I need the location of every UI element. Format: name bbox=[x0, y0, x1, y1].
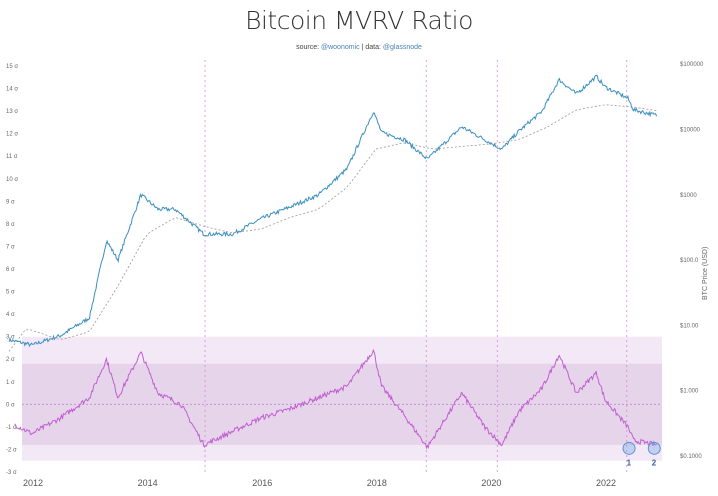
x-tick-label: 2014 bbox=[138, 478, 158, 488]
left-tick-label: 6 σ bbox=[6, 267, 15, 273]
left-tick-label: -2 σ bbox=[6, 447, 17, 453]
right-tick-label: $1000 bbox=[680, 193, 697, 199]
data-link[interactable]: @glassnode bbox=[382, 44, 422, 51]
left-tick-label: 13 σ bbox=[6, 109, 18, 115]
left-tick-label: 11 σ bbox=[6, 154, 18, 160]
annotation-label: 2 bbox=[652, 458, 657, 467]
x-tick-label: 2012 bbox=[23, 478, 43, 488]
right-tick-label: $0.1000 bbox=[680, 454, 702, 460]
left-tick-label: 3 σ bbox=[6, 335, 15, 341]
right-tick-label: $100000 bbox=[680, 62, 704, 68]
source-link[interactable]: @woonomic bbox=[321, 44, 360, 51]
annotation-circle-1 bbox=[622, 441, 636, 455]
series-mvrv-z-score bbox=[14, 348, 657, 450]
x-tick-label: 2020 bbox=[481, 478, 501, 488]
left-tick-label: -3 σ bbox=[6, 470, 17, 476]
left-tick-label: 1 σ bbox=[6, 380, 15, 386]
left-tick-label: 10 σ bbox=[6, 177, 18, 183]
data-label: data: bbox=[365, 44, 381, 51]
x-tick-label: 2022 bbox=[596, 478, 616, 488]
left-tick-label: 5 σ bbox=[6, 290, 15, 296]
left-tick-label: 12 σ bbox=[6, 132, 18, 138]
x-tick-label: 2018 bbox=[367, 478, 387, 488]
left-tick-label: 15 σ bbox=[6, 64, 18, 70]
series-realized-price bbox=[8, 104, 657, 352]
right-tick-label: $100.0 bbox=[680, 258, 699, 264]
left-tick-label: 14 σ bbox=[6, 87, 18, 93]
left-tick-label: 4 σ bbox=[6, 312, 15, 318]
right-tick-label: $1.000 bbox=[680, 389, 699, 395]
right-axis-label: BTC Price (USD) bbox=[702, 247, 709, 300]
left-tick-label: 8 σ bbox=[6, 222, 15, 228]
chart-subtitle: source: @woonomic | data: @glassnode bbox=[0, 44, 718, 51]
source-label: source: bbox=[296, 44, 320, 51]
right-tick-label: $10000 bbox=[680, 128, 701, 134]
x-tick-label: 2016 bbox=[252, 478, 272, 488]
left-tick-label: -1 σ bbox=[6, 425, 17, 431]
annotation-circle-2 bbox=[647, 441, 661, 455]
series-btc-price bbox=[8, 74, 658, 348]
chart-title: Bitcoin MVRV Ratio bbox=[245, 6, 473, 35]
separator: | bbox=[361, 44, 364, 51]
left-tick-label: 2 σ bbox=[6, 357, 15, 363]
left-tick-label: 9 σ bbox=[6, 199, 15, 205]
left-tick-label: 0 σ bbox=[6, 402, 15, 408]
right-tick-label: $10.00 bbox=[680, 323, 699, 329]
annotation-label: 1 bbox=[627, 458, 632, 467]
left-tick-label: 7 σ bbox=[6, 244, 15, 250]
